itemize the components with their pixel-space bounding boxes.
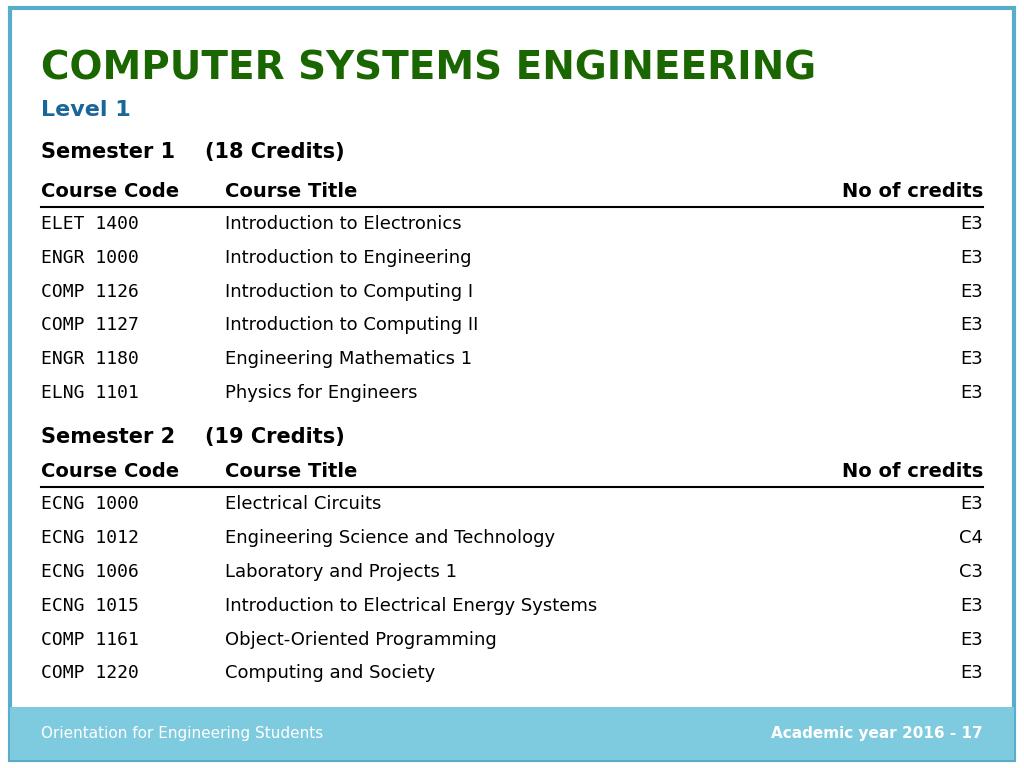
Text: ENGR 1000: ENGR 1000 bbox=[41, 249, 139, 266]
Text: No of credits: No of credits bbox=[842, 182, 983, 201]
Text: Laboratory and Projects 1: Laboratory and Projects 1 bbox=[225, 563, 458, 581]
Text: Computing and Society: Computing and Society bbox=[225, 664, 435, 682]
Text: Introduction to Electrical Energy Systems: Introduction to Electrical Energy System… bbox=[225, 597, 598, 614]
Text: COMPUTER SYSTEMS ENGINEERING: COMPUTER SYSTEMS ENGINEERING bbox=[41, 50, 816, 88]
Text: (18 Credits): (18 Credits) bbox=[205, 142, 344, 162]
Text: Object-Oriented Programming: Object-Oriented Programming bbox=[225, 631, 497, 648]
Text: E3: E3 bbox=[961, 664, 983, 682]
Text: Orientation for Engineering Students: Orientation for Engineering Students bbox=[41, 726, 324, 741]
Text: E3: E3 bbox=[961, 316, 983, 334]
Text: Electrical Circuits: Electrical Circuits bbox=[225, 495, 382, 513]
Text: E3: E3 bbox=[961, 631, 983, 648]
Text: Level 1: Level 1 bbox=[41, 100, 131, 120]
Text: ECNG 1015: ECNG 1015 bbox=[41, 597, 139, 614]
Text: Course Code: Course Code bbox=[41, 182, 179, 201]
Text: ECNG 1000: ECNG 1000 bbox=[41, 495, 139, 513]
Text: No of credits: No of credits bbox=[842, 462, 983, 482]
Text: Physics for Engineers: Physics for Engineers bbox=[225, 384, 418, 402]
Text: Academic year 2016 - 17: Academic year 2016 - 17 bbox=[771, 726, 983, 741]
Text: E3: E3 bbox=[961, 283, 983, 300]
Text: C3: C3 bbox=[959, 563, 983, 581]
Text: Semester 1: Semester 1 bbox=[41, 142, 175, 162]
Text: E3: E3 bbox=[961, 215, 983, 233]
Text: ELNG 1101: ELNG 1101 bbox=[41, 384, 139, 402]
Text: E3: E3 bbox=[961, 384, 983, 402]
Text: E3: E3 bbox=[961, 495, 983, 513]
Text: Introduction to Computing I: Introduction to Computing I bbox=[225, 283, 473, 300]
Text: ENGR 1180: ENGR 1180 bbox=[41, 350, 139, 368]
FancyBboxPatch shape bbox=[10, 8, 1014, 760]
Text: COMP 1126: COMP 1126 bbox=[41, 283, 139, 300]
Text: ELET 1400: ELET 1400 bbox=[41, 215, 139, 233]
Text: ECNG 1012: ECNG 1012 bbox=[41, 529, 139, 547]
Text: COMP 1127: COMP 1127 bbox=[41, 316, 139, 334]
Text: Course Title: Course Title bbox=[225, 462, 357, 482]
Text: ECNG 1006: ECNG 1006 bbox=[41, 563, 139, 581]
Text: COMP 1161: COMP 1161 bbox=[41, 631, 139, 648]
Text: COMP 1220: COMP 1220 bbox=[41, 664, 139, 682]
Text: Course Title: Course Title bbox=[225, 182, 357, 201]
Text: Course Code: Course Code bbox=[41, 462, 179, 482]
Text: E3: E3 bbox=[961, 597, 983, 614]
Text: E3: E3 bbox=[961, 249, 983, 266]
Text: Introduction to Engineering: Introduction to Engineering bbox=[225, 249, 472, 266]
Text: Semester 2: Semester 2 bbox=[41, 427, 175, 447]
Text: C4: C4 bbox=[959, 529, 983, 547]
FancyBboxPatch shape bbox=[10, 707, 1014, 760]
Text: Engineering Science and Technology: Engineering Science and Technology bbox=[225, 529, 555, 547]
Text: Introduction to Computing II: Introduction to Computing II bbox=[225, 316, 478, 334]
Text: (19 Credits): (19 Credits) bbox=[205, 427, 344, 447]
Text: Engineering Mathematics 1: Engineering Mathematics 1 bbox=[225, 350, 472, 368]
Text: Introduction to Electronics: Introduction to Electronics bbox=[225, 215, 462, 233]
Text: E3: E3 bbox=[961, 350, 983, 368]
